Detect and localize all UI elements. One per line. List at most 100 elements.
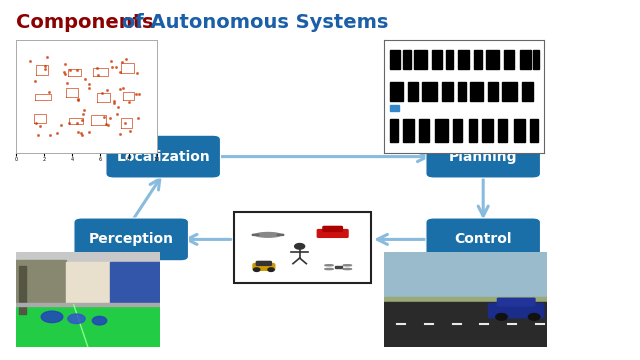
Text: Control: Control — [454, 233, 512, 246]
Bar — [488, 82, 498, 101]
Bar — [390, 119, 398, 142]
Bar — [384, 252, 547, 300]
FancyBboxPatch shape — [256, 261, 271, 265]
Bar — [16, 260, 67, 307]
Bar — [458, 82, 466, 101]
Ellipse shape — [255, 233, 280, 237]
Point — [84, 85, 94, 91]
Polygon shape — [384, 302, 547, 347]
Circle shape — [268, 268, 274, 271]
Ellipse shape — [41, 311, 63, 323]
Point — [116, 59, 127, 65]
FancyBboxPatch shape — [253, 264, 275, 270]
Point — [25, 58, 35, 64]
Bar — [16, 302, 160, 306]
Point — [63, 120, 74, 126]
Point — [40, 63, 50, 69]
Ellipse shape — [92, 316, 107, 325]
Point — [35, 123, 45, 129]
Ellipse shape — [343, 265, 351, 266]
Bar — [468, 119, 477, 142]
Point — [72, 96, 83, 102]
Bar — [442, 82, 453, 101]
FancyBboxPatch shape — [426, 135, 540, 178]
Point — [113, 104, 123, 110]
Bar — [514, 119, 525, 142]
Bar — [435, 119, 448, 142]
Bar — [67, 261, 109, 305]
FancyBboxPatch shape — [323, 226, 342, 231]
Bar — [482, 119, 493, 142]
Point — [72, 120, 82, 126]
Point — [134, 91, 144, 96]
Bar — [474, 50, 482, 69]
Point — [99, 114, 109, 120]
FancyBboxPatch shape — [106, 135, 220, 178]
FancyBboxPatch shape — [488, 303, 544, 318]
Bar — [403, 119, 415, 142]
Bar — [470, 82, 483, 101]
Bar — [522, 82, 533, 101]
FancyBboxPatch shape — [74, 218, 188, 261]
Bar — [422, 82, 436, 101]
Point — [112, 111, 122, 117]
Point — [118, 85, 128, 90]
Point — [78, 111, 88, 117]
Ellipse shape — [277, 234, 284, 235]
Point — [79, 107, 89, 113]
Point — [60, 61, 70, 67]
Bar — [453, 119, 463, 142]
Point — [102, 87, 112, 93]
Point — [132, 115, 143, 121]
Point — [45, 132, 56, 138]
Point — [108, 100, 118, 105]
Ellipse shape — [68, 314, 85, 324]
Point — [40, 66, 51, 72]
Point — [76, 130, 86, 136]
Text: Components: Components — [16, 13, 154, 32]
Bar — [415, 50, 428, 69]
Point — [80, 76, 90, 82]
Bar — [408, 82, 418, 101]
Bar — [109, 261, 160, 305]
Point — [73, 97, 83, 103]
Point — [72, 67, 82, 73]
Point — [51, 130, 61, 136]
Point — [42, 54, 52, 60]
Point — [107, 64, 117, 70]
Point — [131, 91, 141, 97]
Point — [56, 122, 67, 128]
FancyBboxPatch shape — [426, 218, 540, 261]
Point — [92, 65, 102, 71]
Point — [97, 90, 107, 96]
Point — [131, 70, 141, 76]
Text: of Autonomous Systems: of Autonomous Systems — [115, 13, 388, 32]
Bar — [532, 50, 539, 69]
Point — [124, 99, 134, 105]
Point — [115, 86, 125, 92]
Point — [33, 132, 43, 138]
Bar — [390, 105, 399, 111]
Bar — [498, 119, 508, 142]
Bar — [390, 82, 403, 101]
FancyBboxPatch shape — [234, 212, 371, 283]
Point — [59, 69, 69, 75]
Point — [109, 98, 119, 104]
Bar — [19, 266, 26, 314]
Text: Localization: Localization — [116, 150, 210, 163]
Point — [120, 120, 130, 125]
Bar — [384, 297, 547, 305]
Point — [115, 131, 125, 137]
Ellipse shape — [343, 269, 351, 270]
Text: Planning: Planning — [449, 150, 518, 163]
Text: Perception: Perception — [89, 233, 173, 246]
Bar — [502, 82, 517, 101]
Ellipse shape — [252, 234, 259, 235]
FancyBboxPatch shape — [317, 230, 348, 237]
Bar — [16, 252, 160, 305]
Bar — [447, 50, 453, 69]
Point — [111, 64, 121, 69]
Bar — [458, 50, 468, 69]
Ellipse shape — [325, 265, 333, 266]
Circle shape — [529, 314, 540, 320]
